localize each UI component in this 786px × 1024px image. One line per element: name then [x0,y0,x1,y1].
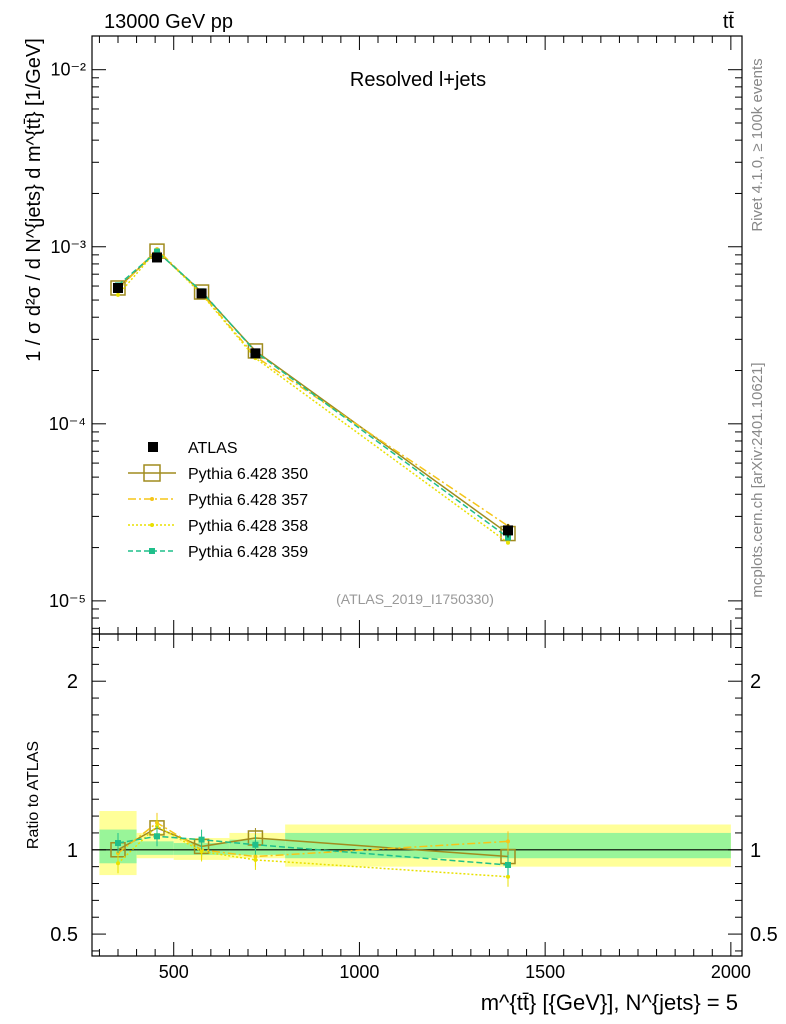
y-tick-label: 10⁻³ [50,237,86,257]
ratio-marker [199,849,204,854]
series-marker [154,248,160,255]
data-point [250,348,261,359]
legend-label-atlas: ATLAS [188,440,238,457]
data-point [503,525,513,536]
series-line-2 [117,249,509,544]
data-point [113,282,123,293]
main-plot-panel: 10⁻⁵ 10⁻⁴ 10⁻³ 10⁻² Resolved l+jets (ATLAS_… [23,35,743,635]
x-tick-labels: 500 1000 1500 2000 [159,962,751,982]
process-label: tt̄ [723,11,735,33]
series-marker [193,284,210,300]
y-tick-label: 10⁻⁵ [49,591,86,611]
ratio-marker [252,841,259,848]
legend-label-358: Pythia 6.428 358 [188,518,308,535]
ratio-plot-frame [91,633,743,957]
series-marker [506,540,510,545]
ratio-marker [505,861,511,868]
ratio-marker [154,833,160,840]
ratio-marker [116,861,120,866]
legend-marker-atlas [148,442,158,452]
ratio-marker [253,857,258,862]
legend-marker-357 [150,497,154,501]
main-y-tick-labels: 10⁻⁵ 10⁻⁴ 10⁻³ 10⁻² [49,60,86,611]
legend-marker-359 [149,548,155,554]
ratio-marker [116,851,120,856]
ratio-plot-ticks [92,634,742,956]
ratio-marker [198,836,205,843]
ratio-y-tick-label-right: 1 [750,840,761,862]
ratio-y-tick-label-right: 2 [750,671,761,693]
ratio-series [110,812,516,887]
legend: ATLAS Pythia 6.428 350 Pythia 6.428 357 … [128,440,308,561]
legend-marker-358 [150,523,154,527]
ratio-y-tick-label-right: 0.5 [750,924,778,946]
legend-label-357: Pythia 6.428 357 [188,492,308,509]
y-tick-label: 10⁻⁴ [49,414,86,434]
ratio-marker [506,874,510,879]
mcplots-source-label: mcplots.cern.ch [arXiv:2401.10621] [749,362,766,597]
series-line-0 [117,250,509,535]
x-tick-label: 1000 [339,962,379,982]
x-axis-label: m^{tt̄} [{GeV}], N^{jets} = 5 [481,990,738,1015]
ratio-y-tick-label-left: 0.5 [50,924,78,946]
legend-label-350: Pythia 6.428 350 [188,466,308,483]
legend-marker-350 [143,464,161,482]
ratio-marker [155,824,159,829]
x-tick-label: 1500 [525,962,565,982]
ratio-y-tick-label-left: 1 [67,840,78,862]
main-plot-ticks [92,36,742,634]
series-line-3 [117,250,509,539]
data-point [152,252,162,263]
uncertainty-band-inner [136,841,174,855]
ratio-marker [506,839,510,844]
ratio-y-tick-labels: 0.5 0.5 1 1 2 2 [50,671,778,946]
series-line-1 [117,248,509,527]
energy-label: 13000 GeV pp [104,11,233,33]
ratio-y-tick-label-left: 2 [67,671,78,693]
analysis-id-label: (ATLAS_2019_I1750330) [336,591,494,607]
ratio-marker [115,840,121,847]
legend-label-359: Pythia 6.428 359 [188,544,308,561]
x-tick-label: 500 [159,962,189,982]
series-marker [116,292,120,297]
ratio-plot-panel: 0.5 0.5 1 1 2 2 500 1000 1500 2000 Ratio to ATLA… [25,633,778,1015]
main-y-axis-label: 1 / σ d²σ / d N^{jets} d m^{tt̄} [1/GeV] [23,38,45,362]
y-tick-label: 10⁻² [50,60,86,80]
x-tick-label: 2000 [711,962,751,982]
data-point [196,288,207,299]
rivet-version-label: Rivet 4.1.0, ≥ 100k events [749,58,766,231]
plot-title: Resolved l+jets [350,69,486,91]
ratio-y-axis-label: Ratio to ATLAS [25,741,42,849]
atlas-data-points [113,252,513,538]
